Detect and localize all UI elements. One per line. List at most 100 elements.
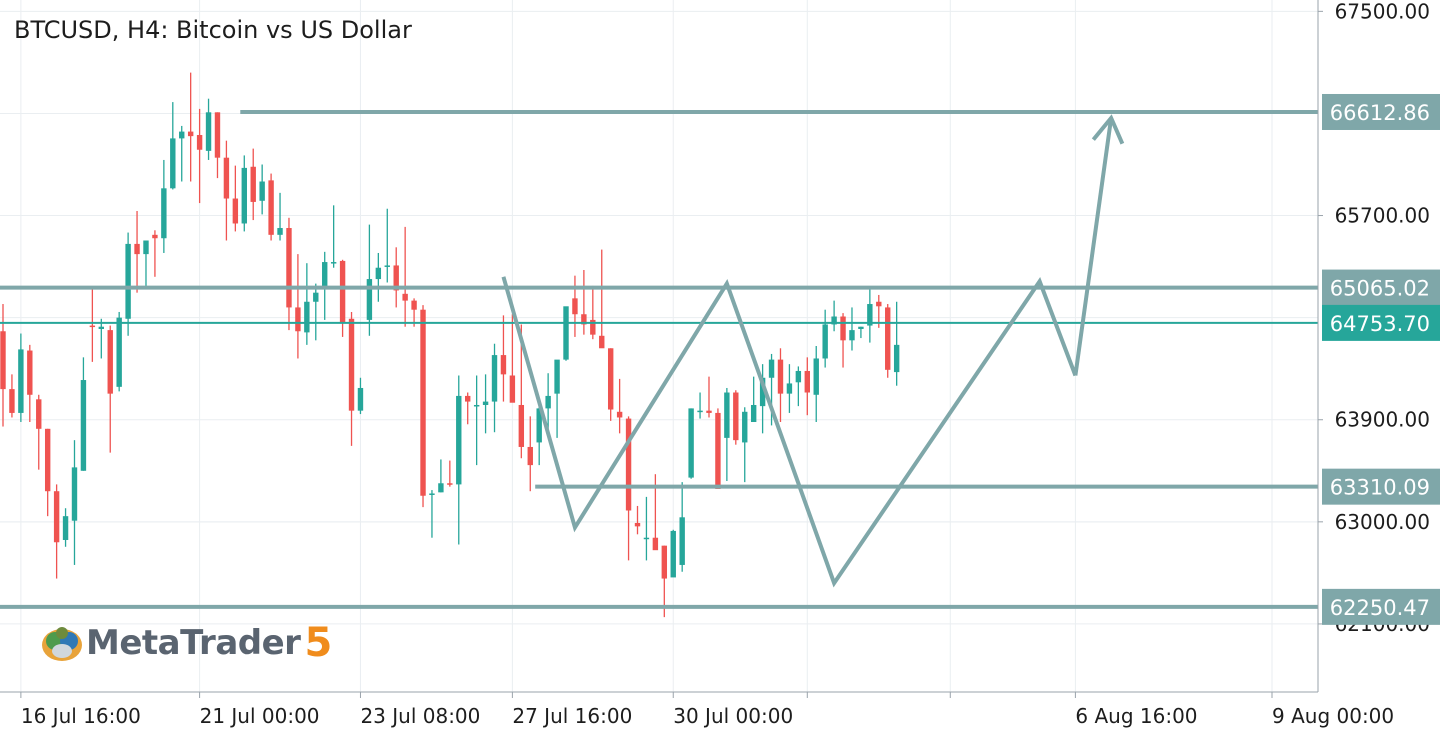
- candle-body: [205, 112, 212, 151]
- candle-body: [679, 517, 685, 565]
- candle-body: [545, 395, 551, 409]
- x-tick-label: 21 Jul 00:00: [200, 704, 320, 728]
- x-tick-label: 6 Aug 16:00: [1075, 704, 1197, 728]
- candle-body: [518, 404, 525, 447]
- candle-body: [286, 228, 292, 308]
- candle-body: [107, 330, 113, 394]
- candle-body: [89, 325, 96, 328]
- current-price-label: 64753.70: [1330, 312, 1430, 336]
- candle-body: [581, 314, 587, 325]
- wave-pattern-line: [501, 276, 1078, 588]
- candle-body: [777, 359, 784, 394]
- candle-body: [599, 335, 605, 349]
- candle-body: [527, 446, 533, 466]
- x-tick-label: 27 Jul 16:00: [512, 704, 632, 728]
- candle-body: [134, 243, 140, 255]
- candle-body: [179, 131, 185, 139]
- brand-version: 5: [304, 620, 333, 666]
- candle-body: [750, 404, 757, 423]
- candle-layer: [0, 72, 900, 618]
- candle-body: [670, 530, 676, 578]
- y-tick-label: 65700.00: [1335, 204, 1430, 228]
- candle-body: [491, 355, 498, 402]
- candle-body: [804, 370, 810, 393]
- candle-body: [643, 537, 650, 540]
- current-price-label-bg: [1322, 304, 1440, 341]
- candle-body: [196, 134, 203, 150]
- candle-body: [634, 522, 641, 527]
- metatrader-logo: MetaTrader 5: [38, 620, 332, 666]
- candle-body: [187, 131, 194, 137]
- candle-body: [250, 166, 256, 202]
- candle-body: [822, 324, 828, 359]
- candle-body: [554, 359, 560, 394]
- candle-body: [438, 483, 444, 493]
- candle-body: [849, 330, 855, 341]
- candle-body: [259, 181, 265, 201]
- candle-body: [420, 309, 426, 496]
- candle-body: [295, 307, 301, 332]
- candle-body: [482, 401, 489, 405]
- brand-name: MetaTrader: [86, 623, 301, 663]
- candle-body: [170, 138, 176, 189]
- candle-body: [348, 318, 355, 411]
- candle-body: [304, 301, 310, 333]
- candle-body: [607, 348, 614, 410]
- y-tick-label: 63900.00: [1335, 408, 1430, 432]
- candle-body: [840, 316, 846, 341]
- candle-body: [893, 344, 900, 373]
- x-tick-label: 9 Aug 00:00: [1272, 704, 1394, 728]
- candle-body: [563, 306, 569, 360]
- candle-body: [143, 240, 149, 255]
- candle-body: [447, 483, 453, 485]
- x-tick-label: 30 Jul 00:00: [673, 704, 793, 728]
- candle-body: [214, 112, 221, 158]
- candle-body: [116, 317, 122, 387]
- candle-body: [241, 167, 247, 224]
- grid-layer: [0, 0, 1318, 692]
- candle-body: [813, 358, 819, 395]
- candle-body: [473, 404, 480, 407]
- candle-body: [277, 228, 283, 235]
- candle-body: [697, 410, 703, 413]
- candle-body: [759, 377, 766, 407]
- candle-body: [590, 319, 596, 335]
- candle-body: [393, 265, 399, 291]
- candle-body: [715, 412, 721, 489]
- candle-body: [652, 537, 659, 551]
- candle-body: [625, 418, 632, 511]
- y-tick-label: 67500.00: [1335, 0, 1430, 23]
- candle-body: [456, 395, 462, 485]
- level-price-label: 62250.47: [1330, 596, 1430, 620]
- wave-layer: [501, 114, 1125, 588]
- level-price-label: 65065.02: [1330, 277, 1430, 301]
- level-price-label-bg: [1322, 269, 1440, 306]
- candle-body: [80, 380, 87, 471]
- candle-body: [125, 243, 131, 319]
- candle-body: [688, 408, 694, 478]
- candle-body: [357, 387, 364, 411]
- candle-body: [858, 326, 864, 329]
- chart-title: BTCUSD, H4: Bitcoin vs US Dollar: [14, 16, 412, 44]
- candle-body: [795, 370, 802, 383]
- candle-body: [330, 262, 337, 264]
- level-price-label-bg: [1322, 468, 1440, 505]
- candle-body: [733, 392, 739, 441]
- candle-body: [375, 267, 382, 280]
- y-tick-label: 63000.00: [1335, 510, 1430, 534]
- candle-body: [786, 383, 793, 394]
- candle-body: [339, 260, 346, 323]
- candle-body: [885, 307, 891, 370]
- candle-body: [402, 293, 408, 301]
- level-price-label: 63310.09: [1330, 476, 1430, 500]
- candle-body: [268, 180, 274, 235]
- level-price-label: 66612.86: [1330, 101, 1430, 125]
- candle-body: [44, 428, 51, 492]
- candle-body: [313, 292, 319, 302]
- candle-body: [831, 316, 837, 325]
- candle-body: [322, 262, 328, 290]
- candle-body: [876, 301, 882, 307]
- candle-body: [161, 188, 167, 239]
- candle-body: [18, 349, 24, 413]
